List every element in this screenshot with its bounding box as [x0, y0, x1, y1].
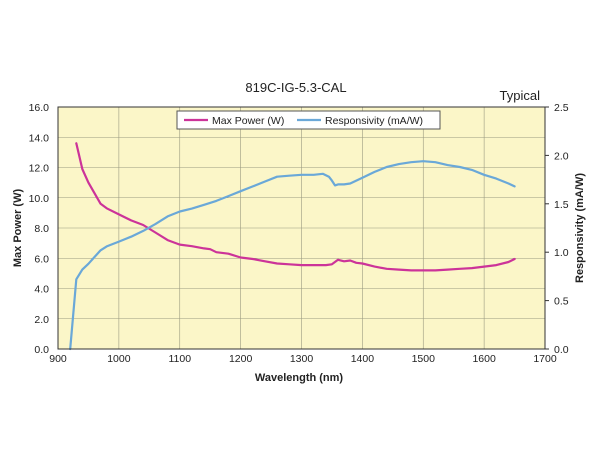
- y-axis-right: 0.0 0.5 1.0 1.5 2.0 2.5: [545, 102, 569, 356]
- y-right-tick-label: 2.5: [554, 102, 569, 114]
- y-left-tick-label: 4.0: [34, 284, 49, 296]
- y-left-tick-label: 8.0: [34, 223, 49, 235]
- y-left-tick-label: 16.0: [29, 102, 50, 114]
- y-left-tick-label: 14.0: [29, 132, 50, 144]
- x-tick-label: 1100: [168, 353, 191, 365]
- x-axis-label: Wavelength (nm): [255, 372, 344, 384]
- x-tick-label: 900: [49, 353, 67, 365]
- x-tick-label: 1400: [351, 353, 375, 365]
- plot-frame: [57, 106, 546, 350]
- legend-label-responsivity: Responsivity (mA/W): [325, 115, 423, 127]
- y-left-tick-label: 12.0: [29, 163, 50, 175]
- y-right-tick-label: 2.0: [554, 150, 569, 162]
- chart-title: 819C-IG-5.3-CAL: [245, 80, 346, 95]
- legend: Max Power (W) Responsivity (mA/W): [176, 110, 441, 130]
- x-tick-label: 1300: [290, 353, 314, 365]
- x-tick-label: 1000: [107, 353, 131, 365]
- x-tick-label: 1700: [533, 353, 557, 365]
- series-line-max-power: [75, 142, 516, 272]
- y-left-tick-label: 0.0: [34, 344, 49, 356]
- x-tick-label: 1600: [472, 353, 496, 365]
- y-right-tick-label: 1.5: [554, 199, 569, 211]
- series-line-responsivity: [69, 160, 516, 351]
- y-right-tick-label: 0.5: [554, 296, 569, 308]
- y-right-tick-label: 0.0: [554, 344, 569, 356]
- y-axis-left: 0.0 2.0 4.0 6.0 8.0 10.0 12.0 14.0 16.0: [29, 102, 50, 356]
- x-tick-label: 1500: [412, 353, 436, 365]
- x-tick-label: 1200: [229, 353, 253, 365]
- x-axis: 900 1000 1100 1200 1300 1400 1500 1600 1700: [49, 353, 557, 365]
- y-axis-right-label: Responsivity (mA/W): [574, 173, 586, 283]
- y-right-tick-label: 1.0: [554, 247, 569, 259]
- y-axis-left-label: Max Power (W): [12, 189, 24, 268]
- y-left-tick-label: 6.0: [34, 253, 49, 265]
- legend-label-max-power: Max Power (W): [212, 115, 284, 127]
- y-left-tick-label: 2.0: [34, 314, 49, 326]
- y-left-tick-label: 10.0: [29, 193, 50, 205]
- data-lines: [69, 142, 516, 351]
- annotation-typical: Typical: [500, 88, 541, 103]
